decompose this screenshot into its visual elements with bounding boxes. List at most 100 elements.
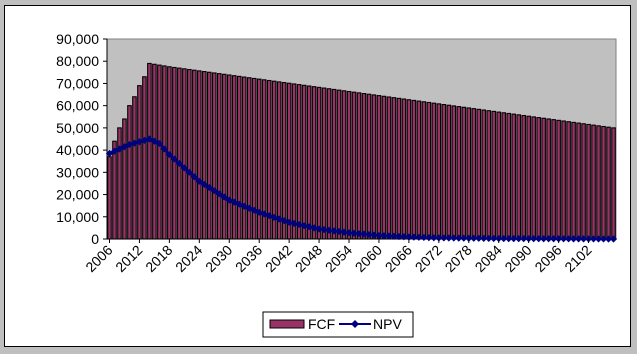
npv-marker (120, 143, 129, 151)
fcf-bar (396, 97, 402, 240)
fcf-bar (216, 73, 222, 240)
npv-marker (535, 235, 543, 243)
fcf-bar (486, 110, 492, 240)
npv-marker (385, 232, 393, 240)
npv-marker (415, 233, 423, 241)
npv-marker (450, 234, 458, 242)
npv-marker (460, 234, 468, 242)
fcf-bar (137, 85, 142, 240)
fcf-bar (241, 76, 247, 240)
y-tick-label: 10,000 (56, 209, 99, 225)
npv-marker (200, 180, 208, 188)
fcf-bar (311, 86, 317, 240)
fcf-bar (561, 120, 566, 240)
npv-marker (360, 230, 368, 238)
npv-marker (390, 232, 398, 240)
fcf-bar (371, 94, 377, 240)
fcf-bar (296, 84, 302, 240)
x-tick-label: 2096 (531, 242, 564, 275)
fcf-bar (157, 64, 162, 240)
npv-marker (295, 220, 303, 229)
npv-marker (275, 215, 283, 223)
npv-marker (190, 173, 198, 181)
fcf-bar (306, 85, 312, 240)
npv-marker (545, 235, 553, 243)
fcf-bar (177, 67, 182, 240)
npv-marker (290, 219, 298, 228)
fcf-bar (571, 121, 576, 240)
fcf-bar (426, 101, 432, 240)
fcf-bar (606, 126, 611, 240)
y-tick-label: 70,000 (56, 75, 99, 91)
npv-marker (105, 149, 114, 158)
npv-marker (310, 224, 318, 232)
fcf-bar (356, 92, 362, 240)
x-tick-label: 2054 (322, 242, 355, 275)
y-tick-label: 20,000 (56, 187, 99, 203)
npv-marker (320, 226, 328, 234)
fcf-bar (381, 95, 387, 240)
fcf-bar (326, 88, 332, 240)
npv-marker (210, 187, 218, 195)
chart-frame: 0 10,000 20,000 30,000 40,000 50,000 60,000 70,… (4, 5, 631, 347)
fcf-bar (376, 95, 382, 240)
fcf-bar (611, 127, 616, 240)
x-tick-label: 2084 (472, 242, 505, 275)
fcf-bar (551, 119, 556, 240)
npv-marker (550, 235, 558, 243)
fcf-bar (147, 62, 152, 240)
fcf-bar (591, 124, 596, 240)
x-tick-label: 2090 (501, 242, 534, 275)
fcf-bar (496, 111, 502, 240)
fcf-bar (511, 113, 516, 240)
npv-marker (140, 136, 149, 144)
x-tick-label: 2066 (382, 242, 415, 275)
legend-fcf-label: FCF (308, 316, 335, 332)
npv-marker (490, 234, 498, 243)
y-tick-label: 30,000 (56, 164, 99, 180)
npv-marker (405, 233, 413, 241)
npv-marker (370, 231, 378, 239)
npv-marker (280, 217, 288, 225)
npv-marker (440, 234, 448, 242)
fcf-bar (211, 72, 217, 240)
npv-marker (380, 232, 388, 240)
fcf-bar (386, 96, 392, 240)
npv-marker (564, 235, 573, 243)
npv-marker (160, 145, 168, 153)
npv-marker (220, 193, 228, 201)
fcf-bar (281, 82, 287, 240)
npv-marker (410, 233, 418, 241)
fcf-bar (346, 90, 352, 240)
fcf-bar (441, 103, 447, 240)
npv-marker (609, 235, 618, 243)
fcf-bar (596, 125, 601, 240)
fcf-bar (526, 115, 531, 240)
npv-marker (589, 235, 598, 243)
fcf-bar (401, 98, 407, 240)
npv-marker (515, 235, 523, 243)
npv-marker (430, 234, 438, 242)
plot-area (106, 38, 617, 240)
fcf-bar (251, 77, 257, 240)
x-tick-label: 2072 (412, 242, 445, 275)
legend-fcf-swatch (269, 319, 305, 329)
npv-marker (180, 164, 188, 172)
fcf-bar (446, 104, 452, 240)
fcf-bar (316, 86, 322, 240)
npv-marker (110, 147, 119, 155)
npv-marker (355, 230, 363, 238)
fcf-bar (341, 90, 347, 240)
npv-marker (170, 155, 178, 163)
y-tick-label: 40,000 (56, 142, 99, 158)
x-tick-label: 2042 (262, 242, 295, 275)
npv-marker (205, 183, 213, 192)
fcf-bar (451, 105, 457, 240)
fcf-bar (406, 99, 412, 240)
npv-marker (345, 229, 353, 237)
fcf-bar (301, 84, 307, 240)
npv-marker (125, 140, 134, 149)
fcf-bar (221, 73, 227, 240)
npv-marker (584, 235, 593, 243)
npv-marker (480, 234, 488, 242)
